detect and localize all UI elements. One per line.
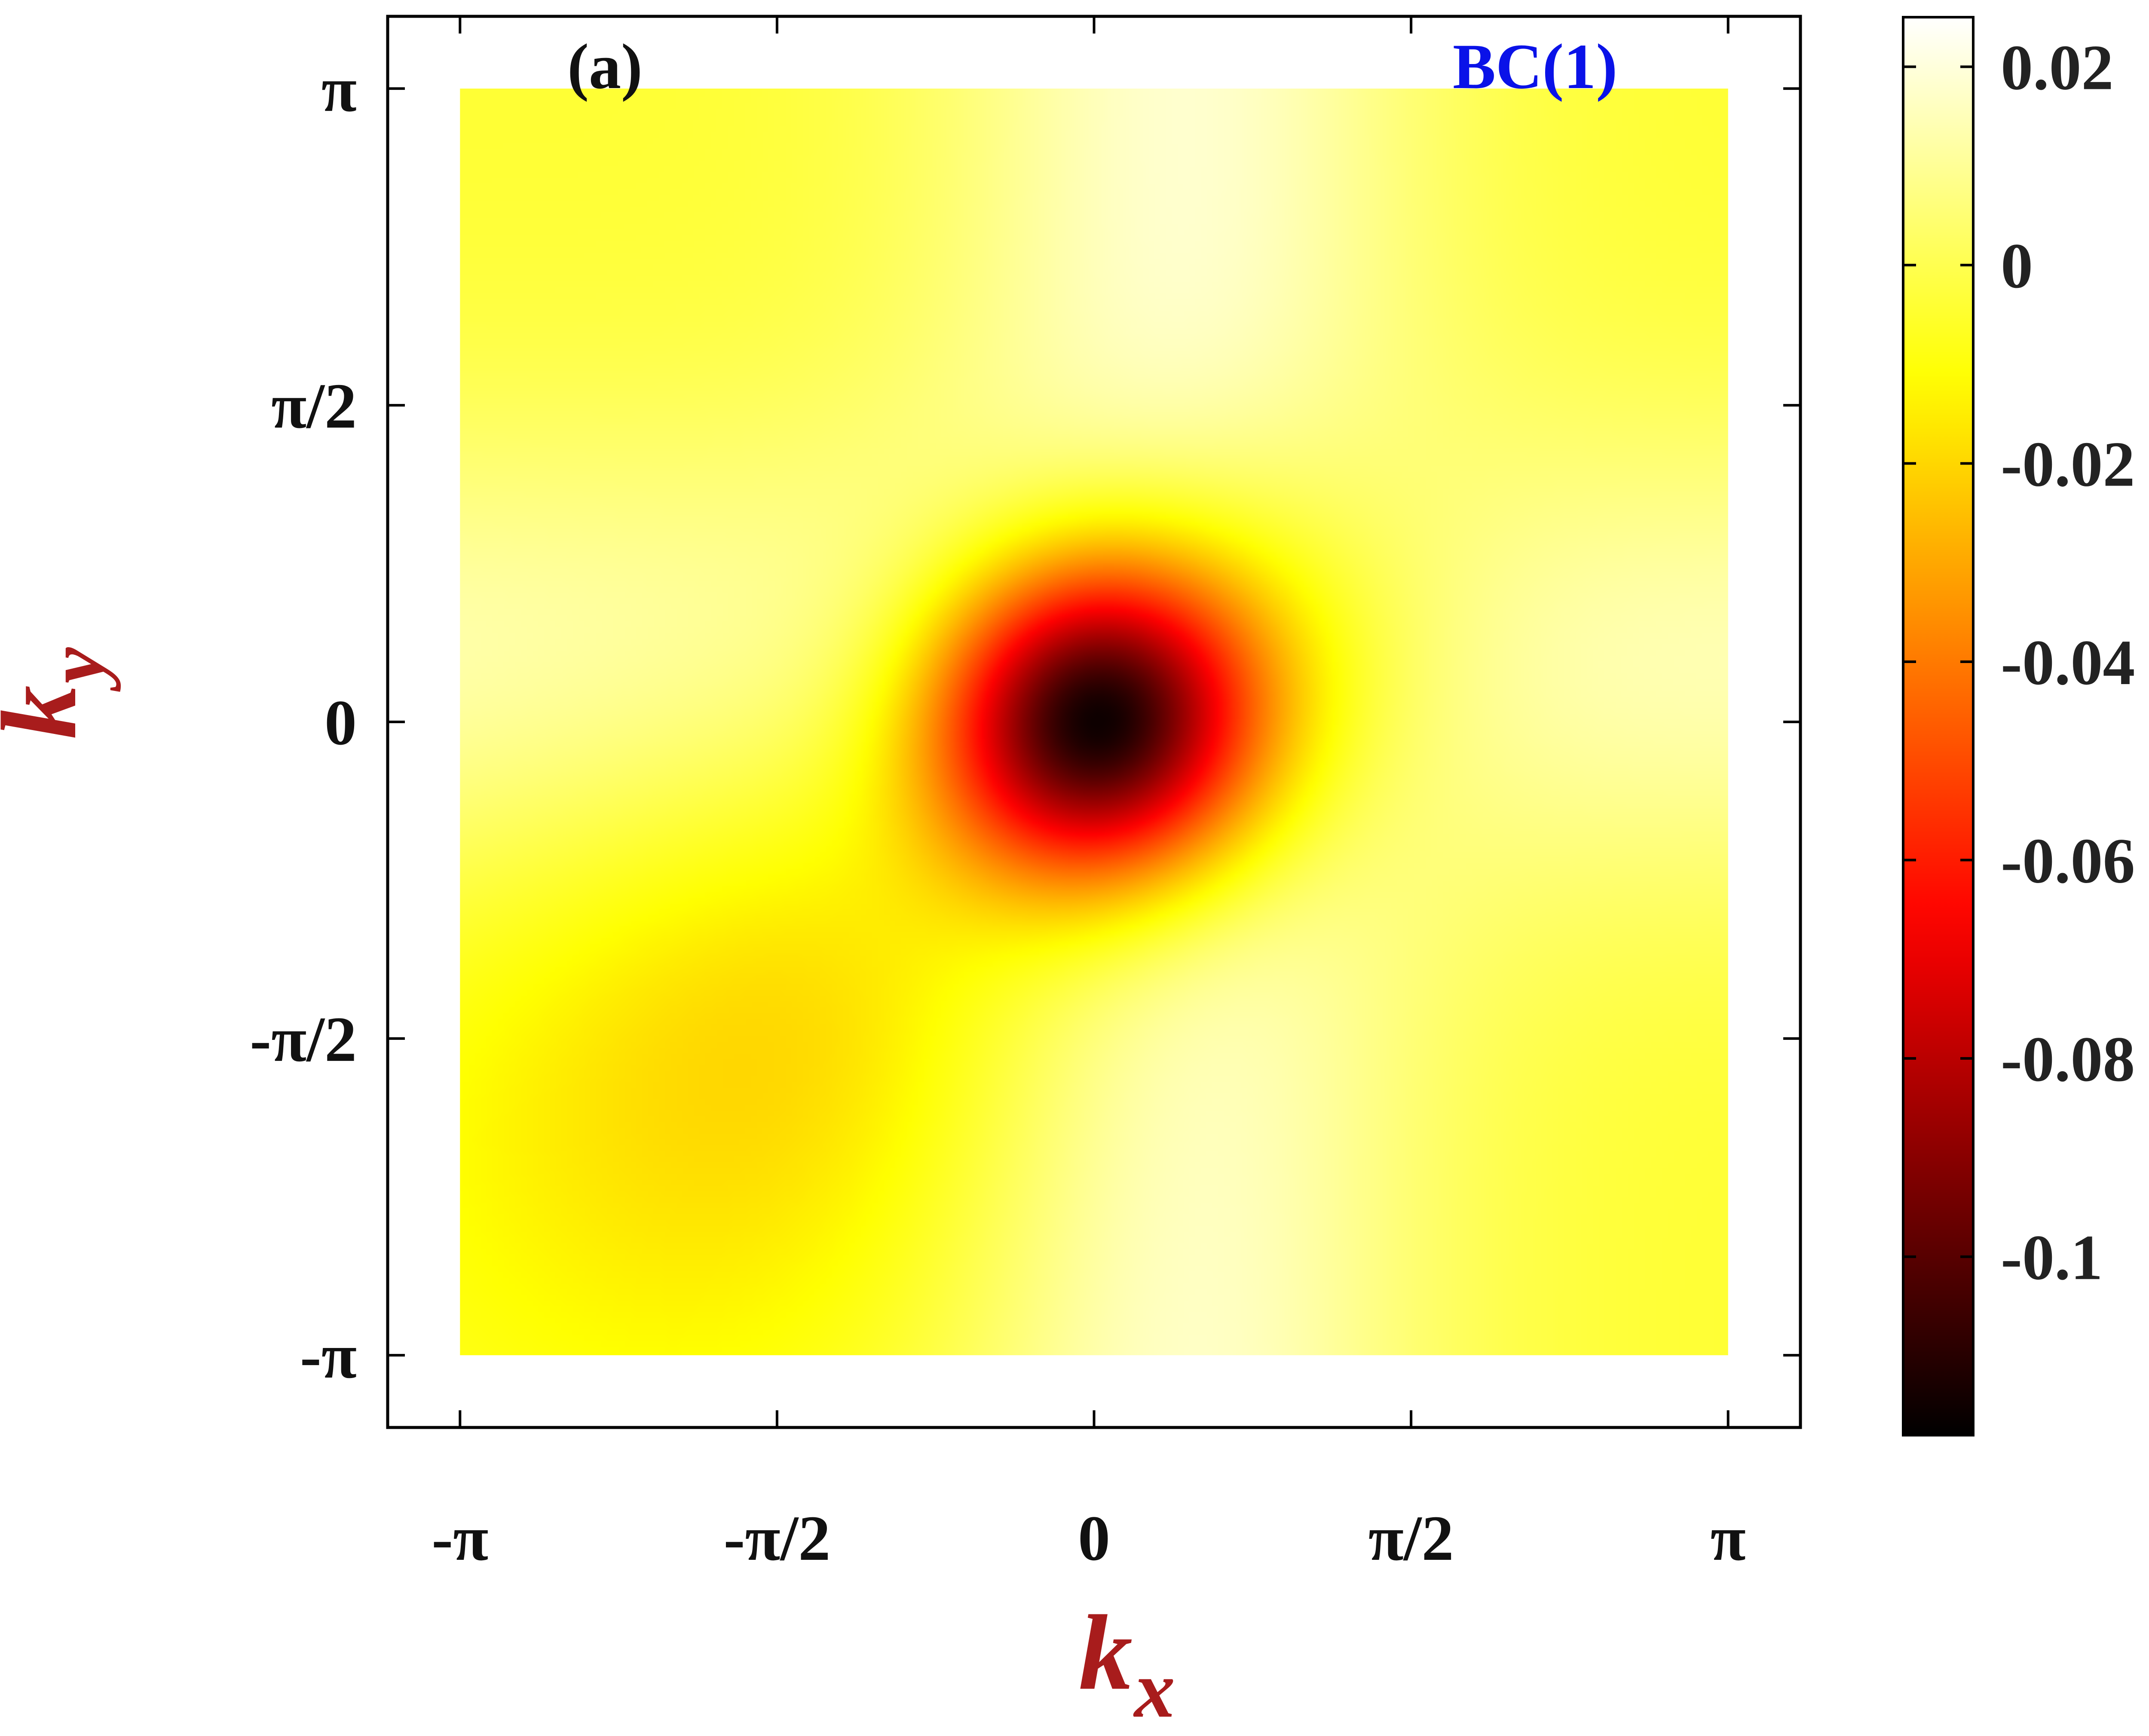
x-tick-label: -π/2 (723, 1503, 830, 1574)
colorbar-tick-label: 0.02 (2001, 32, 2114, 103)
x-tick-label: π (1711, 1503, 1746, 1574)
colorbar-tick-label: -0.02 (2001, 428, 2135, 500)
colorbar-tick-label: -0.04 (2001, 627, 2135, 698)
colorbar-tick-label: -0.06 (2001, 825, 2135, 897)
colorbar (1902, 16, 1975, 1436)
y-tick-label: -π/2 (250, 1004, 357, 1075)
panel-label: (a) (567, 31, 643, 102)
colorbar-tick-label: -0.1 (2001, 1222, 2103, 1293)
y-tick-label: -π (300, 1320, 357, 1392)
x-tick-label: 0 (1078, 1503, 1110, 1574)
y-axis-title-main: k (0, 685, 99, 739)
y-tick-label: π (321, 54, 357, 125)
x-axis-title-main: k (1079, 1593, 1133, 1712)
colorbar-tick-label: -0.08 (2001, 1024, 2135, 1095)
x-axis-ticks: -π -π/2 0 π/2 π (432, 16, 1746, 1574)
y-axis-title: k y (0, 647, 121, 739)
series-label: BC(1) (1453, 31, 1617, 102)
heatmap-image (460, 89, 1728, 1355)
y-tick-label: 0 (324, 687, 357, 758)
colorbar-ticks: 0.02 0 -0.02 -0.04 -0.06 -0.08 -0.1 (1903, 32, 2135, 1293)
x-axis-title: k x (1079, 1593, 1175, 1735)
x-axis-title-sub: x (1133, 1644, 1175, 1735)
y-tick-label: π/2 (271, 370, 357, 442)
colorbar-tick-label: 0 (2001, 230, 2033, 302)
x-tick-label: -π (432, 1503, 488, 1574)
x-tick-label: π/2 (1368, 1503, 1454, 1574)
y-axis-ticks: π π/2 0 -π/2 -π (250, 54, 1800, 1392)
